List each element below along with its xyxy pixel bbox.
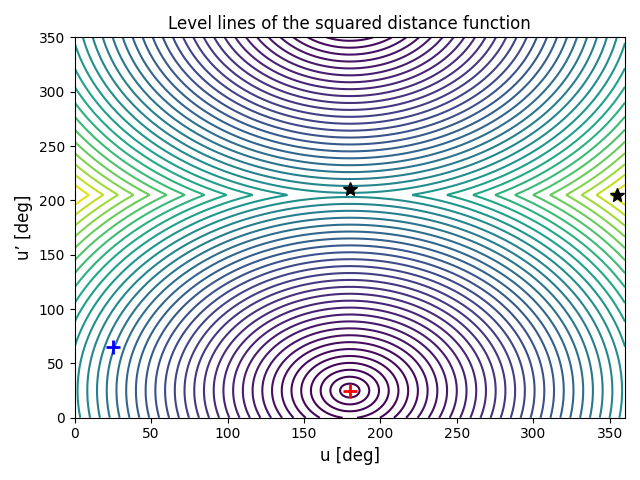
X-axis label: u [deg]: u [deg]: [320, 447, 380, 465]
Y-axis label: u’ [deg]: u’ [deg]: [15, 195, 33, 260]
Title: Level lines of the squared distance function: Level lines of the squared distance func…: [168, 15, 531, 33]
